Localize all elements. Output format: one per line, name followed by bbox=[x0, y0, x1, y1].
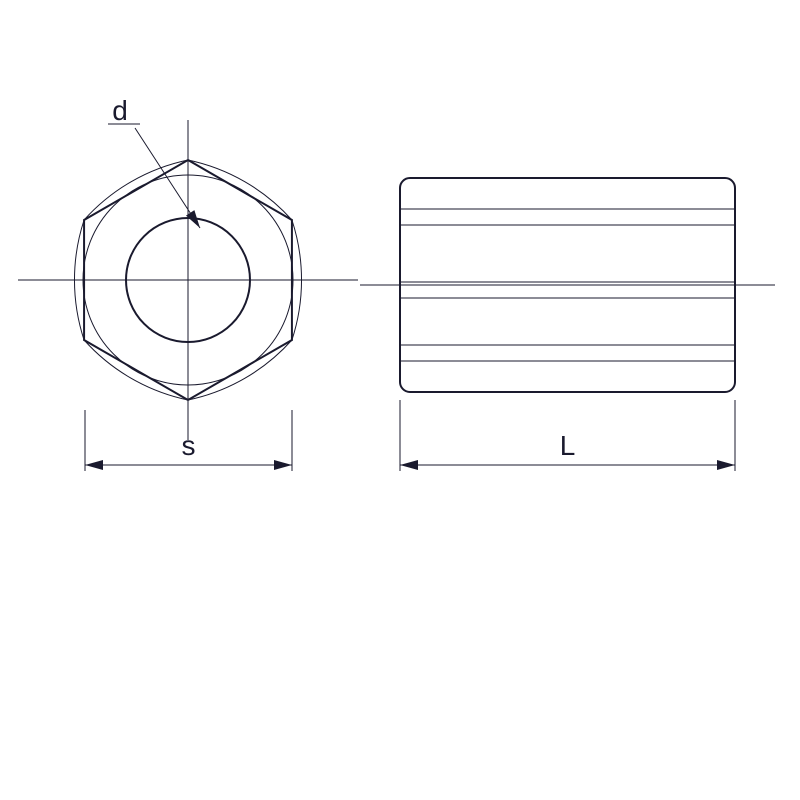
dim-label: s bbox=[182, 430, 196, 461]
dim-label: L bbox=[560, 430, 576, 461]
label-d: d bbox=[112, 95, 128, 126]
